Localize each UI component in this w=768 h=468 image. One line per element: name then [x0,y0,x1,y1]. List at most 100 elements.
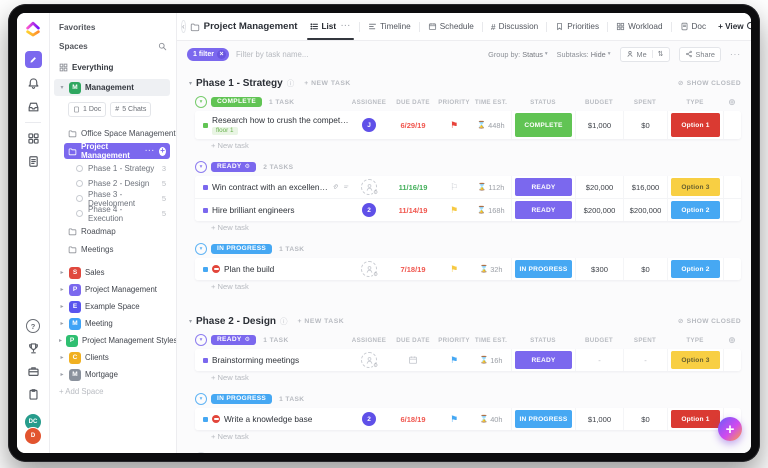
column-header-time-est[interactable]: TIME EST. [474,98,508,106]
column-header-due-date[interactable]: DUE DATE [396,98,430,106]
cell-type[interactable]: Option 1 [667,408,723,430]
cell-status[interactable]: IN PROGRESS [511,258,575,280]
task-row[interactable]: Brainstorming meetings ⚙ ⚑ [195,349,741,371]
help-icon[interactable]: ? [26,319,40,333]
column-header-spent[interactable]: SPENT [633,98,657,106]
more-options-icon[interactable]: ··· [730,49,741,59]
cell-task-name[interactable]: Plan the build [195,258,349,280]
tasks-nav-button[interactable] [24,51,42,68]
cell-assignee[interactable]: 2 [349,199,389,221]
sidebar-folder-office-space[interactable]: Office Space Management [50,125,176,141]
info-icon[interactable]: ⓘ [280,316,288,326]
cell-budget[interactable]: $1,000 [575,111,623,139]
sidebar-list-phase-3[interactable]: Phase 3 - Development 5 [50,190,176,208]
clipboard-icon[interactable] [27,388,40,401]
collapse-sidebar-icon[interactable]: ‹ [181,20,186,33]
status-group-pill[interactable]: IN PROGRESS [211,243,273,255]
phase-title[interactable]: Phase 2 - Design [196,315,277,327]
cell-time-estimate[interactable]: ⌛ 40h [479,414,503,424]
search-icon[interactable] [158,42,167,51]
cell-due-date[interactable]: 6/18/19 [400,414,426,424]
new-task-row-button[interactable]: + New task [211,373,249,382]
filter-search-input[interactable]: Filter by task name... [236,49,309,59]
collapse-group-icon[interactable]: ▾ [195,452,207,453]
sidebar-space-mortgage[interactable]: ▸ M Mortgage [60,368,118,381]
new-task-row-button[interactable]: + New task [211,282,249,291]
task-name[interactable]: Brainstorming meetings [212,355,300,365]
me-filter-button[interactable]: Me ⇅ [619,46,670,62]
cell-spent[interactable]: - [623,349,667,371]
assignee-placeholder[interactable]: ⚙ [361,261,378,278]
briefcase-icon[interactable] [27,365,40,378]
assignee-placeholder[interactable]: ⚙ [361,352,378,369]
column-header-due-date[interactable]: DUE DATE [396,336,430,344]
cell-type[interactable]: Option 2 [667,258,723,280]
cell-due-date[interactable]: 6/29/19 [400,120,426,130]
priority-flag-icon[interactable]: ⚑ [449,263,459,274]
cell-task-name[interactable]: Research how to crush the competition fl… [195,111,349,139]
tab-workload[interactable]: Workload [614,13,664,40]
tab-add-view[interactable]: + View [718,22,744,31]
sidebar-space-sales[interactable]: ▸ S Sales [60,266,105,279]
column-header-assignee[interactable]: ASSIGNEE [351,98,387,106]
cell-task-name[interactable]: Brainstorming meetings [195,349,349,371]
priority-flag-icon[interactable]: ⚑ [449,204,459,215]
cell-assignee[interactable]: ⚙ [349,349,389,371]
task-name[interactable]: Plan the build [224,264,275,274]
new-task-button[interactable]: + NEW TASK [304,79,351,87]
cell-spent[interactable]: $16,000 [623,176,667,198]
task-tag[interactable]: floor 1 [212,126,238,136]
cell-budget[interactable]: - [575,349,623,371]
cell-type[interactable]: Option 3 [667,349,723,371]
clickup-logo-icon[interactable] [24,20,42,38]
cell-type[interactable]: Option 1 [667,111,723,139]
column-header-status[interactable]: STATUS [530,98,556,106]
priority-flag-icon[interactable]: ⚐ [449,181,459,192]
task-name[interactable]: Write a knowledge base [224,414,313,424]
assignee-placeholder[interactable]: ⚙ [361,179,378,196]
tab-discussion[interactable]: # Discussion [490,21,539,32]
cell-priority[interactable]: ⚑ [437,199,471,221]
task-name[interactable]: Hire brilliant engineers [212,205,295,215]
show-closed-toggle[interactable]: ⊘ SHOW CLOSED [677,317,741,326]
cell-assignee[interactable]: ⚙ [349,258,389,280]
cell-budget[interactable]: $300 [575,258,623,280]
sidebar-item-everything[interactable]: Everything [50,59,176,75]
column-header-priority[interactable]: PRIORITY [438,336,470,344]
task-row[interactable]: Win contract with an excellent proposal … [195,176,741,199]
inbox-tray-icon[interactable] [27,100,40,113]
sidebar-space-pm-styles[interactable]: ▸ P Project Management Styles [59,334,176,347]
notifications-bell-icon[interactable] [27,77,40,90]
priority-flag-icon[interactable]: ⚑ [449,413,459,424]
task-name[interactable]: Research how to crush the competition [212,114,349,125]
assignee-avatar[interactable]: 2 [362,203,376,217]
collapse-group-icon[interactable]: ▾ [195,243,207,255]
cell-task-name[interactable]: Win contract with an excellent proposal [195,176,349,198]
cell-task-name[interactable]: Hire brilliant engineers [195,199,349,221]
new-task-button[interactable]: + NEW TASK [297,317,345,325]
priority-flag-icon[interactable]: ⚑ [449,354,459,365]
add-column-icon[interactable]: ⊕ [728,334,736,345]
task-row[interactable]: Write a knowledge base 2 6/18/19 ⚑ ⌛ [195,408,741,430]
cell-spent[interactable]: $0 [623,111,667,139]
cell-spent[interactable]: $0 [623,408,667,430]
info-icon[interactable]: ⓘ [286,78,295,88]
status-group-pill[interactable]: READY ⚙ [211,334,257,346]
sidebar-folder-project-management-selected[interactable]: Project Management ··· + [64,142,170,160]
column-header-type[interactable]: TYPE [686,98,704,106]
dashboards-grid-icon[interactable] [27,132,40,145]
add-column-icon[interactable]: ⊕ [728,96,736,107]
priority-flag-icon[interactable]: ⚑ [449,119,459,130]
tab-timeline[interactable]: Timeline [366,13,413,40]
cell-status[interactable]: READY [511,199,575,221]
column-header-type[interactable]: TYPE [686,336,704,344]
column-header-status[interactable]: STATUS [530,336,556,344]
add-space-button[interactable]: + Add Space [59,387,104,396]
cell-assignee[interactable]: ⚙ [349,176,389,198]
add-icon[interactable]: + [159,146,166,156]
show-closed-toggle[interactable]: ⊘ SHOW CLOSED [677,79,741,88]
cell-type[interactable]: Option 2 [667,199,723,221]
cell-status[interactable]: COMPLETE [511,111,575,139]
task-row[interactable]: Plan the build ⚙ 7/18/19 ⚑ [195,258,741,280]
phase-title[interactable]: Phase 1 - Strategy [196,77,283,89]
